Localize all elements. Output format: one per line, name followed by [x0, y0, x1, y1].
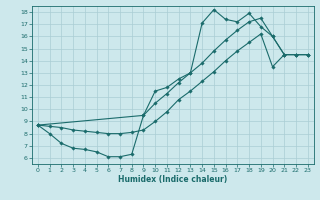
X-axis label: Humidex (Indice chaleur): Humidex (Indice chaleur)	[118, 175, 228, 184]
